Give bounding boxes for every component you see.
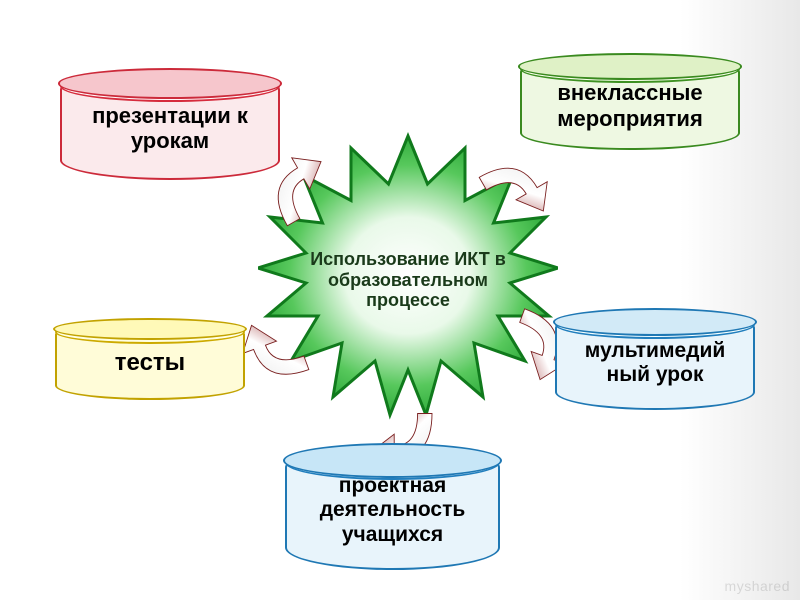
cylinder-top [58,68,282,99]
center-label: Использование ИКТ в образовательном проц… [291,249,525,311]
watermark: myshared [725,578,790,594]
node-label: внеклассные мероприятия [530,80,730,131]
cylinder-top [553,308,757,336]
node-label: проектная деятельность учащихся [295,474,490,546]
cylinder-top [518,53,742,80]
diagram-canvas: Использование ИКТ в образовательном проц… [0,0,800,600]
node-label: мультимедий ный урок [565,339,745,387]
cylinder-top [283,443,502,478]
node-label: тесты [115,349,185,377]
node-label: презентации к урокам [70,103,270,154]
